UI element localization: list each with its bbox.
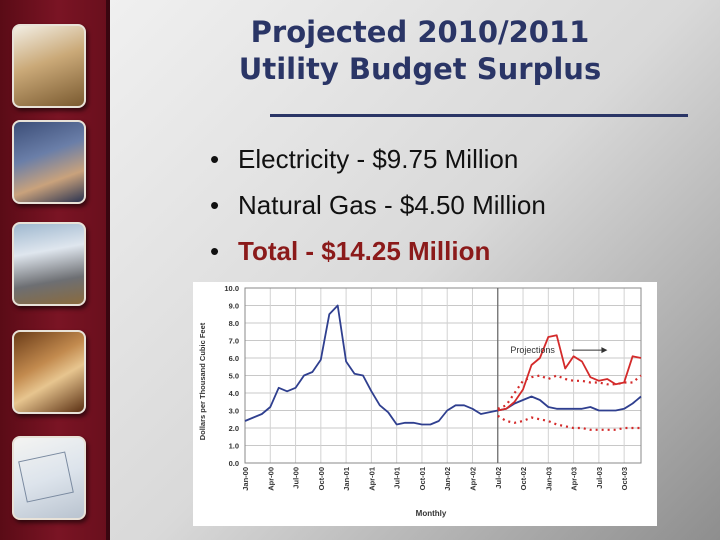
- x-tick-label: Oct-03: [620, 467, 629, 490]
- bullet-dot: •: [210, 144, 220, 174]
- bullet-dot: •: [210, 236, 220, 266]
- engineer-photo: [12, 24, 86, 108]
- bullet-text: Natural Gas - $4.50 Million: [238, 190, 546, 220]
- x-tick-label: Jul-02: [494, 467, 503, 489]
- x-tick-label: Apr-03: [570, 467, 579, 491]
- bullet-natural-gas: • Natural Gas - $4.50 Million: [210, 182, 690, 228]
- y-tick-label: 0.0: [229, 459, 239, 468]
- title-line-2: Utility Budget Surplus: [238, 52, 602, 86]
- x-tick-label: Jan-03: [544, 467, 553, 491]
- y-tick-label: 7.0: [229, 337, 239, 346]
- blueprint-photo: [12, 436, 86, 520]
- x-tick-label: Apr-01: [367, 467, 376, 491]
- projection-bound-line: [497, 414, 641, 431]
- y-tick-label: 2.0: [229, 424, 239, 433]
- control-panel-photo: [12, 120, 86, 204]
- y-tick-label: 10.0: [224, 284, 239, 293]
- x-tick-label: Oct-02: [519, 467, 528, 490]
- power-plant-workers-photo: [12, 222, 86, 306]
- y-tick-label: 8.0: [229, 319, 239, 328]
- x-tick-label: Jul-03: [595, 467, 604, 489]
- price-chart: 0.0 1.0 2.0 3.0 4.0 5.0 6.0 7.0 8.0 9.0 10.0 Jan-00…: [193, 282, 657, 526]
- x-tick-label: Jan-02: [443, 467, 452, 491]
- bullet-text: Total - $14.25 Million: [238, 236, 491, 266]
- projections-arrow-head: [601, 347, 608, 354]
- x-tick-label: Apr-00: [266, 467, 275, 491]
- y-tick-label: 4.0: [229, 389, 239, 398]
- x-tick-label: Oct-00: [317, 467, 326, 490]
- bullet-total: • Total - $14.25 Million: [210, 228, 690, 274]
- y-tick-label: 1.0: [229, 442, 239, 451]
- title-underline: [270, 114, 688, 117]
- y-tick-label: 5.0: [229, 372, 239, 381]
- projections-annotation: Projections: [510, 345, 555, 355]
- x-tick-label: Jan-01: [342, 467, 351, 491]
- x-tick-label: Jul-00: [292, 467, 301, 489]
- y-axis-label: Dollars per Thousand Cubic Feet: [198, 322, 207, 440]
- cables-photo: [12, 330, 86, 414]
- bullet-dot: •: [210, 190, 220, 220]
- x-tick-label: Oct-01: [418, 467, 427, 490]
- y-tick-label: 9.0: [229, 302, 239, 311]
- sidebar: [0, 0, 110, 540]
- bullet-text: Electricity - $9.75 Million: [238, 144, 519, 174]
- projection-bound-line: [497, 374, 642, 410]
- x-tick-label: Jul-01: [393, 467, 402, 489]
- y-tick-label: 6.0: [229, 354, 239, 363]
- bullet-list: • Electricity - $9.75 Million • Natural …: [210, 136, 690, 274]
- title-line-1: Projected 2010/2011: [250, 15, 590, 49]
- bullet-electricity: • Electricity - $9.75 Million: [210, 136, 690, 182]
- projection-series-line: [497, 334, 642, 412]
- price-chart-svg: 0.0 1.0 2.0 3.0 4.0 5.0 6.0 7.0 8.0 9.0 10.0 Jan-00…: [198, 284, 642, 518]
- x-tick-label: Jan-00: [241, 467, 250, 491]
- history-series-line: [244, 304, 642, 426]
- y-tick-label: 3.0: [229, 407, 239, 416]
- slide-title: Projected 2010/2011 Utility Budget Surpl…: [150, 14, 690, 88]
- x-tick-label: Apr-02: [468, 467, 477, 491]
- x-axis-label: Monthly: [416, 509, 447, 518]
